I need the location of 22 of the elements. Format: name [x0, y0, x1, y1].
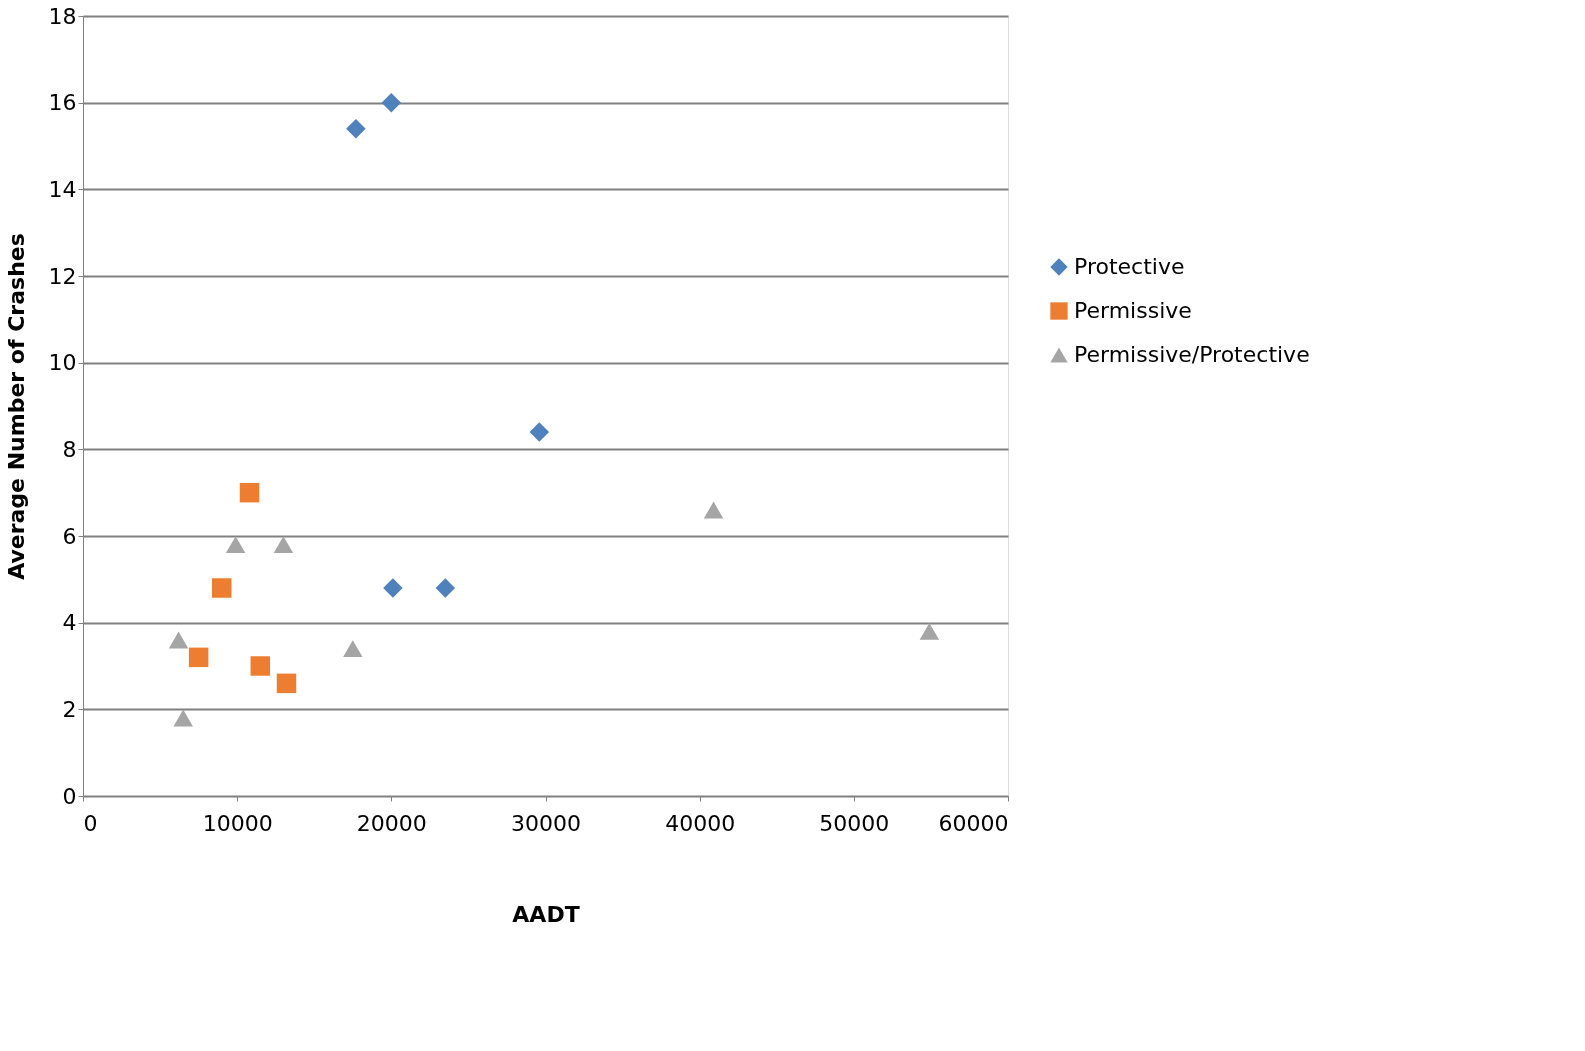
legend-label: Permissive: [1074, 298, 1192, 323]
x-tick-label: 10000: [202, 810, 273, 836]
legend-label: Permissive/Protective: [1074, 342, 1310, 367]
y-tick-label: 2: [62, 696, 77, 722]
y-tick-label: 0: [62, 783, 77, 809]
y-axis-title: Average Number of Crashes: [3, 233, 29, 580]
y-tick-label: 18: [48, 3, 77, 29]
y-tick-label: 6: [62, 523, 77, 549]
y-tick-label: 10: [48, 350, 77, 376]
legend-label: Protective: [1074, 254, 1185, 279]
x-tick-label: 20000: [356, 810, 427, 836]
y-tick-label: 12: [48, 263, 77, 289]
x-tick-label: 40000: [665, 810, 736, 836]
x-axis-title: AADT: [512, 901, 580, 927]
y-tick-label: 4: [62, 610, 77, 636]
y-tick-label: 14: [48, 176, 77, 202]
x-tick-label: 60000: [938, 810, 1009, 836]
y-tick-label: 8: [62, 436, 77, 462]
y-tick-label: 16: [48, 90, 77, 116]
x-tick-label: 50000: [819, 810, 890, 836]
x-tick-label: 30000: [511, 810, 581, 836]
x-tick-label: 0: [83, 810, 98, 836]
